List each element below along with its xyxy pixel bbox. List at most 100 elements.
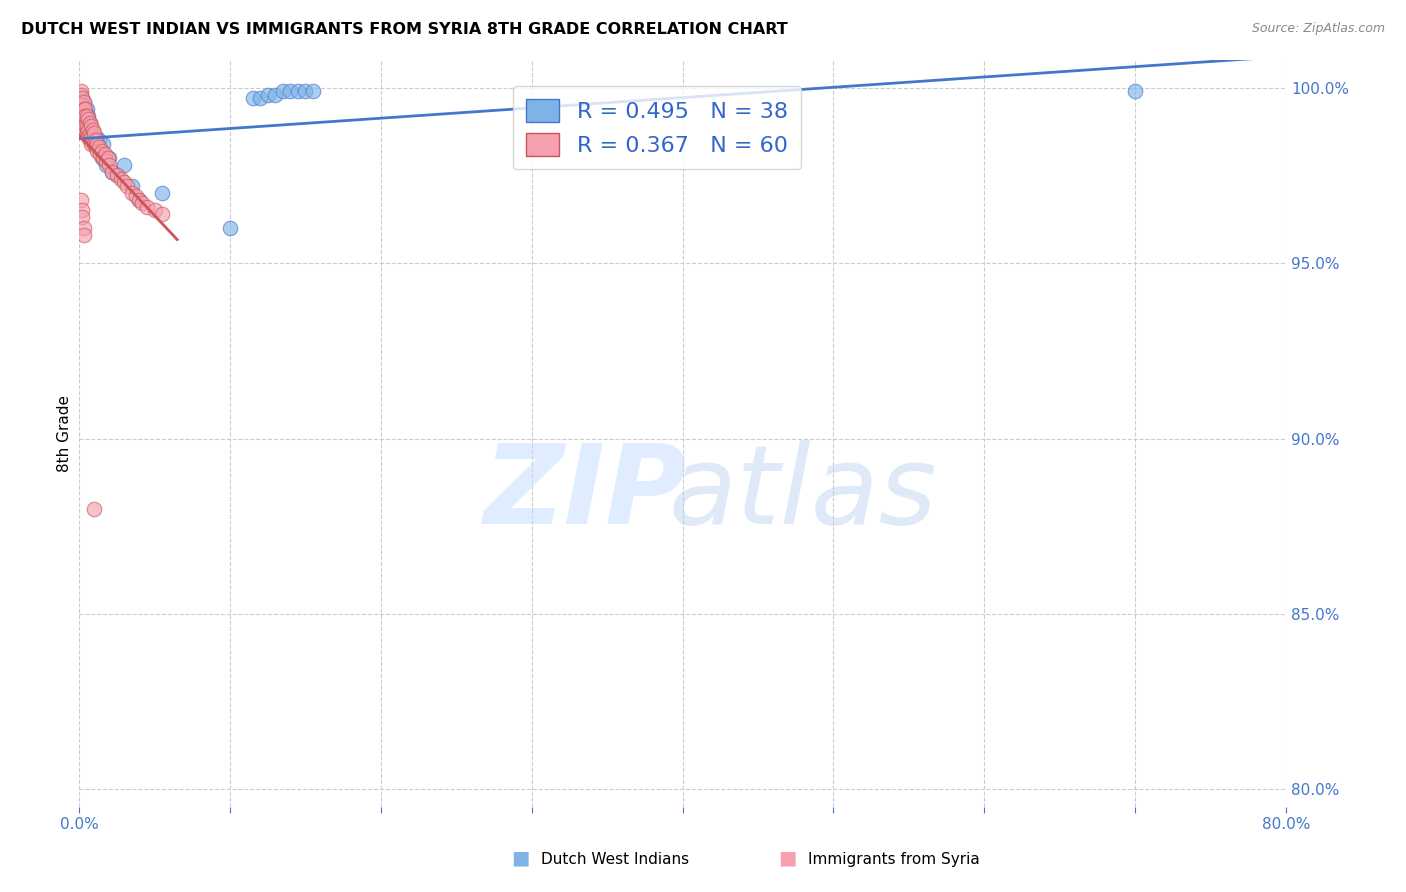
Point xyxy=(131,196,153,211)
Point xyxy=(82,133,104,147)
Text: ■: ■ xyxy=(510,848,530,867)
Point xyxy=(69,91,91,105)
Point xyxy=(94,147,117,161)
Point xyxy=(143,203,166,218)
Point xyxy=(83,136,105,151)
Text: ZIP: ZIP xyxy=(484,440,688,547)
Point xyxy=(101,165,124,179)
Point xyxy=(219,221,242,235)
Point xyxy=(86,144,108,158)
Point xyxy=(75,109,97,123)
Point xyxy=(75,116,97,130)
Point xyxy=(278,84,301,98)
Point xyxy=(70,112,93,127)
Point xyxy=(70,211,93,225)
Point xyxy=(84,133,107,147)
Point xyxy=(76,122,98,136)
Text: Source: ZipAtlas.com: Source: ZipAtlas.com xyxy=(1251,22,1385,36)
Point xyxy=(1123,84,1146,98)
Point xyxy=(70,203,93,218)
Point xyxy=(79,126,101,140)
Point xyxy=(101,165,124,179)
Legend: R = 0.495   N = 38, R = 0.367   N = 60: R = 0.495 N = 38, R = 0.367 N = 60 xyxy=(513,86,801,169)
Point xyxy=(72,102,94,116)
Point xyxy=(79,116,101,130)
Point xyxy=(128,193,150,207)
Point xyxy=(75,105,97,120)
Text: ■: ■ xyxy=(778,848,797,867)
Point xyxy=(79,116,101,130)
Point xyxy=(242,91,264,105)
Point xyxy=(84,129,107,144)
Point xyxy=(128,193,150,207)
Point xyxy=(87,140,110,154)
Point xyxy=(264,87,287,102)
Point xyxy=(69,95,91,109)
Point xyxy=(82,133,104,147)
Point xyxy=(80,120,103,134)
Point xyxy=(121,186,143,200)
Point xyxy=(89,147,111,161)
Point xyxy=(84,140,107,154)
Point xyxy=(79,133,101,147)
Y-axis label: 8th Grade: 8th Grade xyxy=(58,395,72,472)
Point xyxy=(70,98,93,112)
Point xyxy=(77,129,100,144)
Point xyxy=(96,158,118,172)
Point xyxy=(98,151,121,165)
Point xyxy=(105,169,128,183)
Point xyxy=(75,102,97,116)
Point xyxy=(98,158,121,172)
Point xyxy=(105,169,128,183)
Point xyxy=(69,193,91,207)
Point xyxy=(72,221,94,235)
Point xyxy=(90,151,112,165)
Point xyxy=(97,151,120,165)
Point xyxy=(87,133,110,147)
Point xyxy=(76,120,98,134)
Point xyxy=(91,136,114,151)
Point xyxy=(72,228,94,243)
Point xyxy=(75,120,97,134)
Point xyxy=(112,158,135,172)
Point xyxy=(69,87,91,102)
Point xyxy=(121,178,143,193)
Point xyxy=(96,154,118,169)
Point xyxy=(249,91,271,105)
Point xyxy=(271,84,294,98)
Point xyxy=(77,112,100,127)
Point xyxy=(117,178,139,193)
Point xyxy=(72,116,94,130)
Point xyxy=(302,84,325,98)
Point xyxy=(70,105,93,120)
Point xyxy=(256,87,278,102)
Point xyxy=(80,122,103,136)
Point xyxy=(72,95,94,109)
Point xyxy=(76,109,98,123)
Point xyxy=(86,136,108,151)
Point xyxy=(72,95,94,109)
Point xyxy=(136,200,159,214)
Point xyxy=(82,122,104,136)
Text: DUTCH WEST INDIAN VS IMMIGRANTS FROM SYRIA 8TH GRADE CORRELATION CHART: DUTCH WEST INDIAN VS IMMIGRANTS FROM SYR… xyxy=(21,22,787,37)
Point xyxy=(86,140,108,154)
Point xyxy=(77,109,100,123)
Text: atlas: atlas xyxy=(669,440,938,547)
Point xyxy=(150,186,173,200)
Point xyxy=(83,136,105,151)
Text: Dutch West Indians: Dutch West Indians xyxy=(541,852,689,867)
Text: Immigrants from Syria: Immigrants from Syria xyxy=(808,852,980,867)
Point xyxy=(70,91,93,105)
Point xyxy=(90,144,112,158)
Point xyxy=(91,151,114,165)
Point xyxy=(150,207,173,221)
Point xyxy=(69,84,91,98)
Point xyxy=(76,102,98,116)
Point xyxy=(72,109,94,123)
Point xyxy=(294,84,316,98)
Point xyxy=(79,126,101,140)
Point xyxy=(83,501,105,516)
Point xyxy=(77,122,100,136)
Point xyxy=(125,189,148,203)
Point xyxy=(287,84,309,98)
